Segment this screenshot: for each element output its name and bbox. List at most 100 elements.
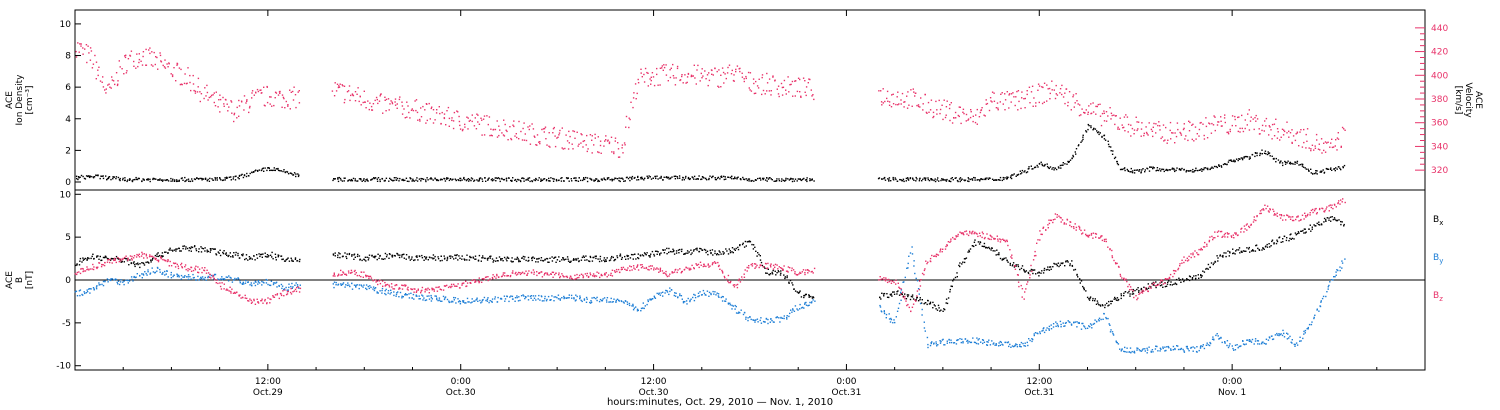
data-point (976, 123, 978, 125)
data-point (1096, 130, 1098, 132)
data-point (882, 293, 885, 295)
data-point (161, 179, 163, 181)
data-point (607, 139, 609, 141)
data-point (912, 298, 915, 300)
data-point (1138, 349, 1141, 351)
data-point (1117, 343, 1120, 345)
data-point (149, 254, 151, 256)
data-point (84, 270, 87, 272)
data-point (1018, 100, 1020, 103)
data-point (1265, 338, 1268, 340)
data-point (662, 179, 664, 181)
data-point (384, 252, 387, 255)
data-point (133, 263, 136, 266)
data-point (930, 179, 933, 181)
data-point (1023, 270, 1025, 272)
data-point (439, 300, 442, 302)
data-point (1075, 93, 1077, 95)
data-point (741, 72, 743, 74)
data-point (180, 264, 182, 266)
data-point (238, 115, 240, 117)
data-point (1141, 122, 1143, 124)
data-point (772, 269, 774, 272)
data-point (627, 258, 629, 260)
data-point (665, 74, 668, 76)
data-point (983, 245, 986, 248)
data-point (347, 179, 350, 182)
data-point (915, 277, 917, 280)
data-point (516, 296, 518, 299)
data-point (206, 91, 209, 94)
data-point (975, 114, 977, 116)
data-point (384, 96, 386, 98)
data-point (1258, 248, 1260, 251)
data-point (712, 74, 714, 76)
data-point (189, 81, 191, 84)
data-point (1046, 327, 1048, 329)
data-point (722, 251, 724, 253)
data-point (992, 343, 994, 345)
data-point (153, 51, 155, 54)
data-point (976, 179, 978, 181)
data-point (711, 249, 714, 251)
data-point (472, 257, 475, 259)
data-point (563, 297, 566, 299)
data-point (737, 176, 739, 178)
data-point (1320, 170, 1322, 172)
data-point (1107, 115, 1109, 117)
data-point (670, 289, 673, 291)
data-point (1254, 155, 1256, 158)
data-point (999, 179, 1001, 181)
data-point (230, 277, 232, 279)
data-point (921, 180, 923, 182)
data-point (943, 308, 945, 310)
data-point (1231, 115, 1234, 117)
data-point (608, 301, 610, 303)
data-point (1098, 320, 1100, 322)
data-point (184, 248, 187, 250)
data-point (598, 260, 601, 263)
data-point (116, 281, 118, 284)
data-point (415, 294, 417, 296)
data-point (1065, 321, 1067, 324)
data-point (943, 99, 945, 101)
data-point (124, 56, 127, 59)
data-point (468, 180, 470, 182)
data-point (284, 289, 286, 291)
data-point (1138, 170, 1140, 172)
data-point (1243, 156, 1245, 158)
data-point (975, 244, 977, 246)
data-point (153, 177, 155, 180)
data-point (1289, 335, 1291, 338)
data-point (590, 300, 592, 302)
data-point (565, 297, 567, 299)
data-point (894, 177, 896, 179)
data-point (929, 344, 932, 347)
data-point (114, 278, 117, 280)
data-point (561, 177, 563, 179)
data-point (1147, 134, 1149, 136)
data-point (990, 100, 992, 102)
data-point (446, 178, 448, 180)
data-point (195, 248, 197, 250)
data-point (187, 178, 190, 180)
data-point (799, 303, 801, 306)
data-point (212, 94, 214, 96)
data-point (114, 83, 116, 86)
data-point (731, 175, 733, 177)
data-point (221, 179, 224, 182)
data-point (1305, 231, 1307, 233)
data-point (140, 60, 142, 62)
data-point (913, 265, 915, 267)
data-point (1198, 128, 1201, 131)
data-point (493, 179, 495, 181)
velocity-axis-label-line1: ACE (1473, 91, 1483, 109)
data-point (601, 260, 603, 262)
data-point (1253, 343, 1255, 345)
data-point (1302, 337, 1304, 340)
data-point (294, 258, 297, 260)
data-point (668, 251, 670, 254)
data-point (1311, 228, 1313, 230)
data-point (720, 253, 722, 255)
data-point (136, 273, 138, 275)
